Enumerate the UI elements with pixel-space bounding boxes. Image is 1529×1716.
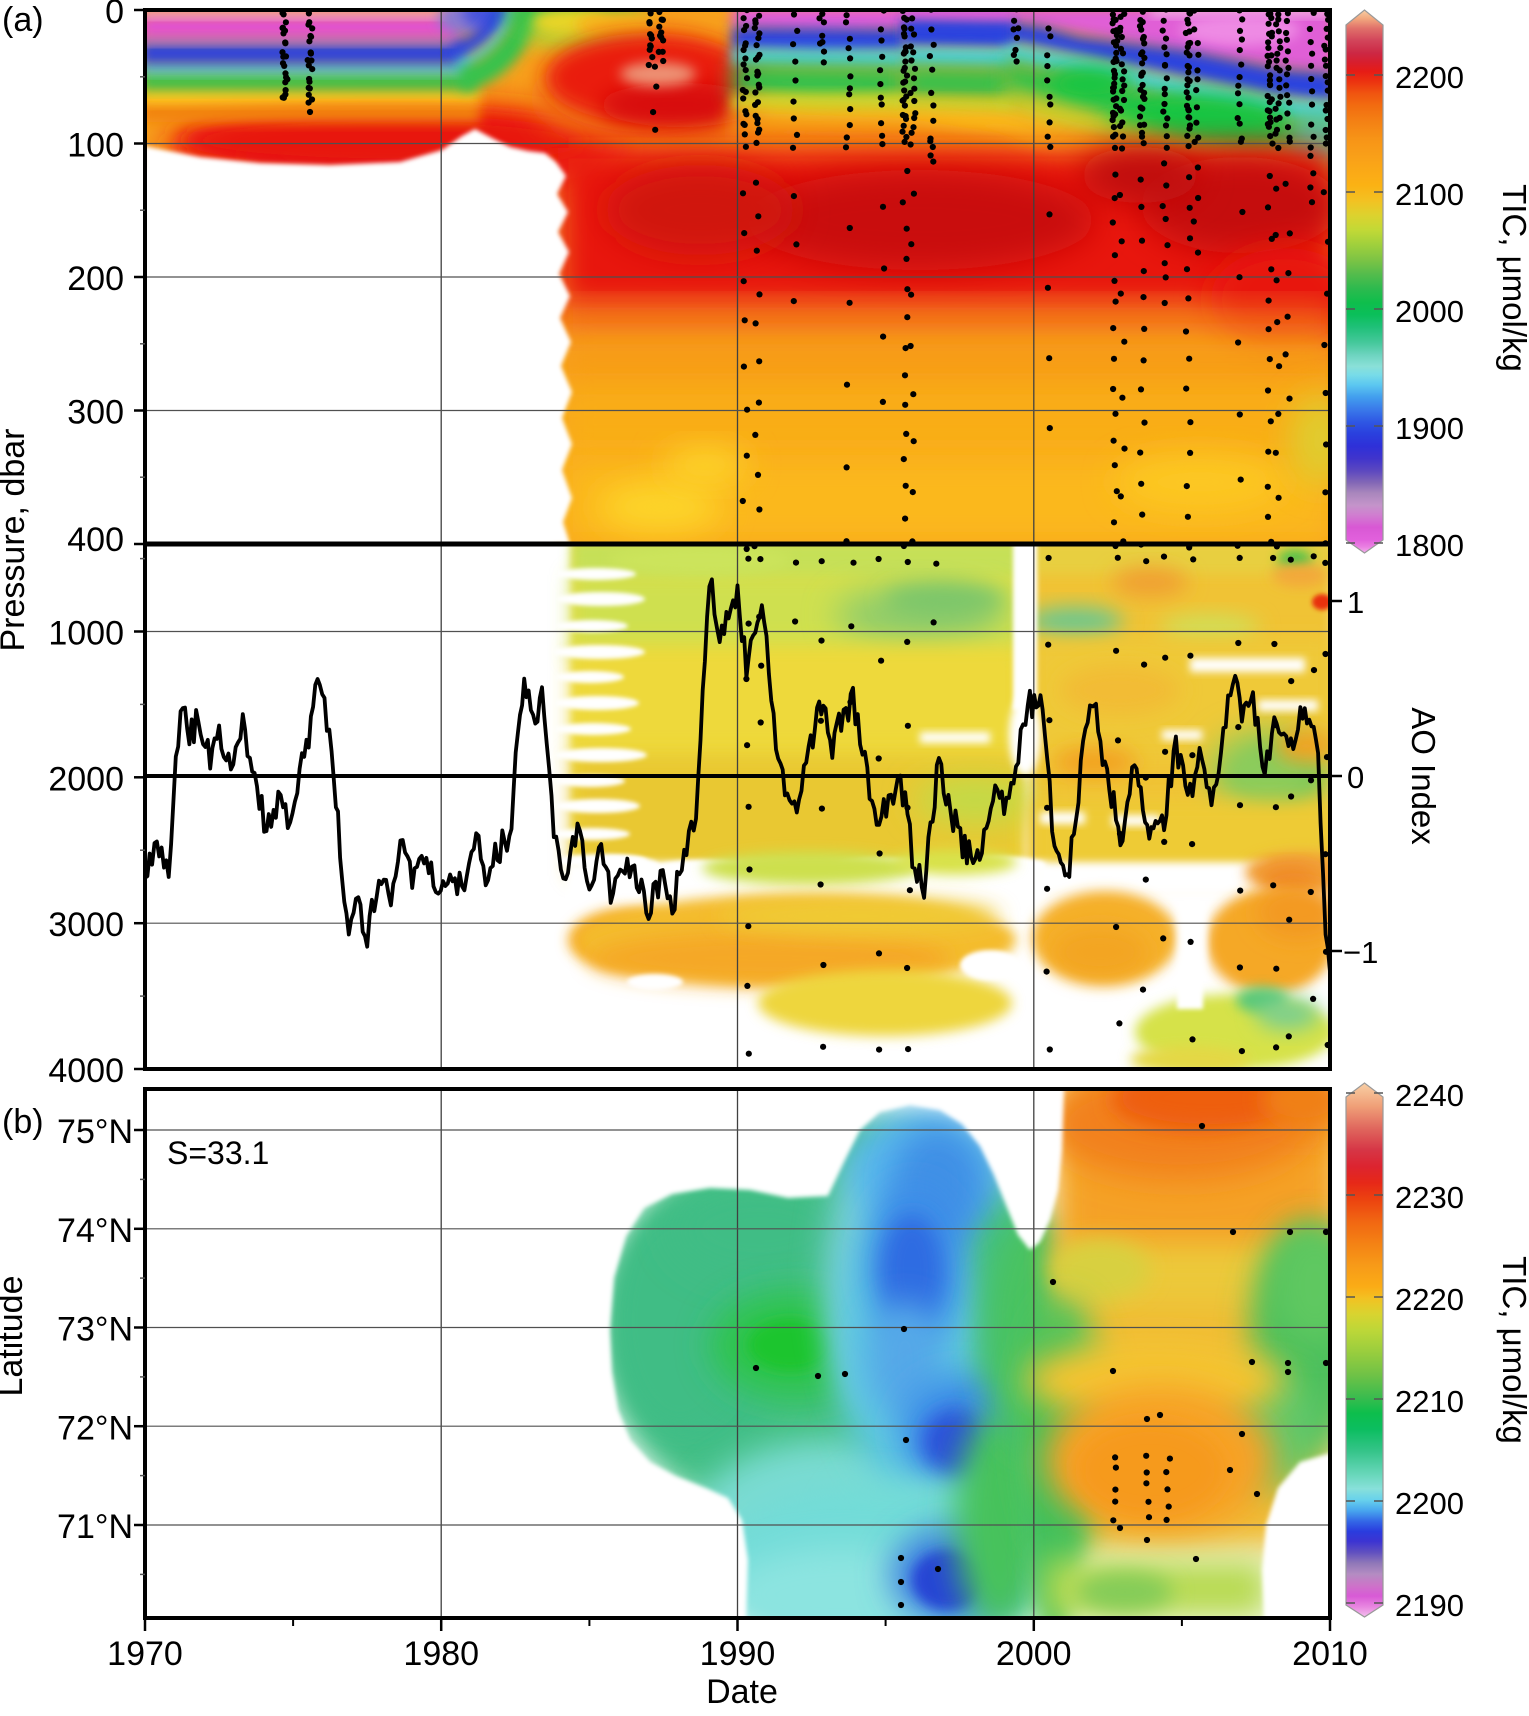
svg-text:Date: Date xyxy=(706,1673,778,1711)
svg-text:Pressure, dbar: Pressure, dbar xyxy=(0,429,32,652)
svg-text:2230: 2230 xyxy=(1395,1180,1464,1215)
svg-text:1970: 1970 xyxy=(107,1635,183,1673)
svg-text:71°N: 71°N xyxy=(57,1508,133,1546)
svg-text:TIC, μmol/kg: TIC, μmol/kg xyxy=(1496,1256,1529,1444)
svg-text:(b): (b) xyxy=(2,1103,44,1141)
svg-text:0: 0 xyxy=(1347,760,1364,795)
svg-text:1900: 1900 xyxy=(1395,411,1464,446)
svg-text:2010: 2010 xyxy=(1292,1635,1368,1673)
svg-text:74°N: 74°N xyxy=(57,1212,133,1250)
svg-text:2240: 2240 xyxy=(1395,1078,1464,1113)
svg-text:(a): (a) xyxy=(2,1,44,39)
svg-text:AO Index: AO Index xyxy=(1405,707,1442,845)
svg-text:1990: 1990 xyxy=(700,1635,776,1673)
svg-text:2000: 2000 xyxy=(48,760,124,798)
svg-text:Latitude: Latitude xyxy=(0,1276,30,1397)
svg-text:−1: −1 xyxy=(1343,935,1378,970)
svg-text:0: 0 xyxy=(105,0,124,31)
svg-text:2210: 2210 xyxy=(1395,1384,1464,1419)
svg-text:2000: 2000 xyxy=(1395,294,1464,329)
svg-text:2000: 2000 xyxy=(996,1635,1072,1673)
svg-text:S=33.1: S=33.1 xyxy=(167,1135,269,1171)
svg-text:1000: 1000 xyxy=(48,615,124,653)
svg-text:75°N: 75°N xyxy=(57,1113,133,1151)
svg-text:200: 200 xyxy=(67,260,124,298)
svg-text:100: 100 xyxy=(67,127,124,165)
svg-text:2220: 2220 xyxy=(1395,1282,1464,1317)
svg-text:4000: 4000 xyxy=(48,1052,124,1090)
svg-text:72°N: 72°N xyxy=(57,1409,133,1447)
svg-text:1980: 1980 xyxy=(403,1635,479,1673)
svg-text:3000: 3000 xyxy=(48,906,124,944)
svg-text:1: 1 xyxy=(1347,585,1364,620)
svg-text:TIC, μmol/kg: TIC, μmol/kg xyxy=(1496,184,1529,372)
svg-text:400: 400 xyxy=(67,521,124,559)
svg-text:2200: 2200 xyxy=(1395,1486,1464,1521)
svg-text:2100: 2100 xyxy=(1395,177,1464,212)
svg-text:2200: 2200 xyxy=(1395,60,1464,95)
svg-text:300: 300 xyxy=(67,394,124,432)
svg-text:73°N: 73°N xyxy=(57,1311,133,1349)
svg-text:2190: 2190 xyxy=(1395,1588,1464,1623)
svg-text:1800: 1800 xyxy=(1395,528,1464,563)
